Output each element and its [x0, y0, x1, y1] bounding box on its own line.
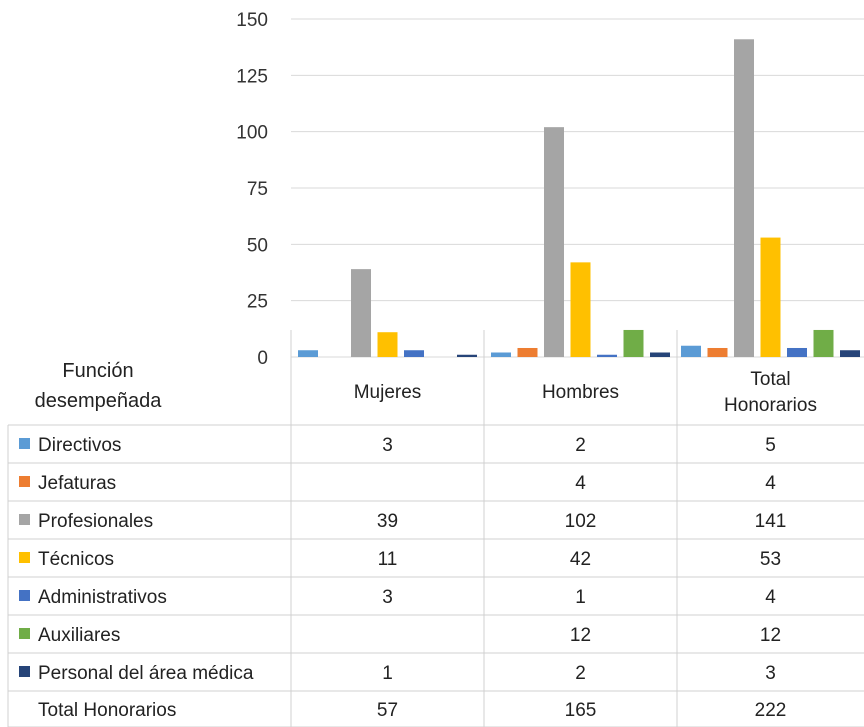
data-label: 2	[575, 435, 586, 456]
data-label: 39	[377, 511, 398, 532]
data-label: 141	[755, 511, 787, 532]
series-label: Directivos	[38, 435, 121, 456]
category-label: Total	[750, 369, 790, 390]
legend-swatch-auxiliares	[19, 628, 30, 639]
y-tick-label: 150	[236, 10, 268, 31]
bar-administrativos	[787, 347, 807, 357]
data-label: 1	[575, 587, 586, 608]
data-label: 4	[575, 473, 586, 494]
total-row-label: Total Honorarios	[38, 700, 176, 721]
total-value: 222	[755, 700, 787, 721]
y-tick-label: 125	[236, 66, 268, 87]
category-label: Hombres	[542, 382, 619, 403]
bar-profesionales	[544, 127, 564, 357]
y-tick-label: 0	[257, 348, 268, 369]
total-value: 57	[377, 700, 398, 721]
category-label: Honorarios	[724, 395, 817, 416]
data-label: 12	[570, 625, 591, 646]
y-tick-label: 50	[247, 235, 268, 256]
series-label: Profesionales	[38, 511, 153, 532]
bar-tecnicos	[760, 237, 781, 357]
data-label: 3	[765, 663, 776, 684]
data-label: 4	[765, 587, 776, 608]
bars	[298, 39, 860, 357]
legend-swatch-profesionales	[19, 514, 30, 525]
total-value: 165	[565, 700, 597, 721]
data-label: 4	[765, 473, 776, 494]
bar-personal-del-area-medica	[650, 352, 670, 357]
series-label: Administrativos	[38, 587, 167, 608]
series-label: Personal del área médica	[38, 663, 254, 684]
bar-directivos	[681, 345, 701, 357]
bar-auxiliares	[813, 329, 834, 357]
row-header-label: desempeñada	[35, 390, 163, 412]
data-label: 53	[760, 549, 781, 570]
row-header-label: Función	[62, 360, 133, 382]
bar-administrativos	[404, 350, 424, 357]
legend-swatch-jefaturas	[19, 476, 30, 487]
data-label: 5	[765, 435, 776, 456]
legend-swatch-administrativos	[19, 590, 30, 601]
bar-personal-del-area-medica	[457, 354, 477, 357]
bar-personal-del-area-medica	[840, 350, 860, 357]
data-label: 2	[575, 663, 586, 684]
series-label: Jefaturas	[38, 473, 116, 494]
y-tick-label: 100	[236, 123, 268, 144]
bar-auxiliares	[623, 329, 644, 357]
data-label: 3	[382, 435, 393, 456]
data-label: 102	[565, 511, 597, 532]
bar-tecnicos	[570, 262, 591, 357]
data-label: 42	[570, 549, 591, 570]
bar-directivos	[298, 350, 318, 357]
bar-profesionales	[351, 269, 371, 357]
category-label: Mujeres	[354, 382, 422, 403]
data-table: Función desempeñada Mujeres Hombres Total Hon…	[7, 330, 864, 727]
data-label: 11	[378, 549, 398, 570]
legend-swatch-personal-del-area-medica	[19, 666, 30, 677]
legend-swatch-tecnicos	[19, 552, 30, 563]
bar-administrativos	[597, 354, 617, 357]
y-axis: 0 25 50 75 100 125 150	[236, 10, 268, 369]
bar-jefaturas	[517, 347, 538, 357]
series-label: Técnicos	[38, 549, 114, 570]
data-label: 12	[760, 625, 781, 646]
y-tick-label: 75	[247, 179, 268, 200]
gridlines	[291, 18, 864, 358]
series-label: Auxiliares	[38, 625, 120, 646]
bar-directivos	[491, 352, 511, 357]
bar-tecnicos	[377, 332, 398, 357]
data-label: 3	[382, 587, 393, 608]
legend-swatch-directivos	[19, 438, 30, 449]
bar-jefaturas	[707, 347, 728, 357]
data-label: 1	[382, 663, 393, 684]
bar-profesionales	[734, 39, 754, 357]
y-tick-label: 25	[247, 292, 268, 313]
